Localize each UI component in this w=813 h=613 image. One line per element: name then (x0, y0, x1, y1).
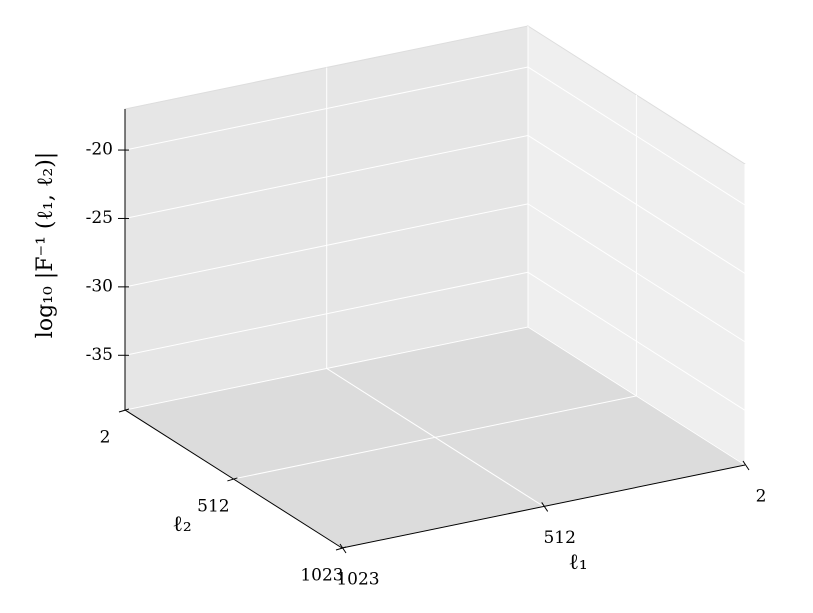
x-axis-line (341, 464, 746, 549)
y-tick-label: 1023 (300, 566, 343, 586)
y-tick (227, 477, 238, 482)
x-tick (742, 460, 750, 471)
z-axis-label: log₁₀ |F⁻¹ (ℓ₁, ℓ₂)| (33, 152, 58, 338)
y-tick-label: 512 (197, 496, 229, 516)
z-tick-label: -30 (86, 276, 113, 296)
x-axis-label: ℓ₁ (568, 550, 587, 575)
y-tick-label: 2 (100, 428, 111, 448)
z-tick-label: -35 (86, 345, 113, 365)
z-tick-label: -20 (86, 140, 113, 160)
x-grid-line (527, 326, 746, 466)
y-tick (335, 546, 347, 551)
z-tick-label: -25 (86, 208, 113, 228)
x-tick-label: 2 (756, 487, 767, 507)
y-tick (118, 408, 130, 413)
x-tick-label: 1023 (336, 570, 379, 590)
x-tick (339, 543, 347, 554)
y-grid-line (124, 326, 529, 411)
y-grid-line (233, 395, 637, 480)
x-tick (541, 502, 549, 512)
x-tick-label: 512 (543, 528, 575, 548)
y-axis-label: ℓ₂ (172, 512, 191, 537)
